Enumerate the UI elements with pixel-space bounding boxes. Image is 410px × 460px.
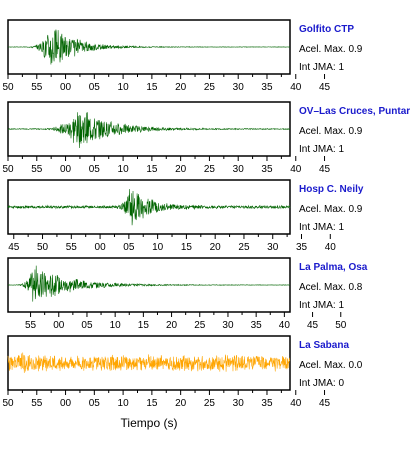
x-tick-label: 55 <box>31 82 43 93</box>
x-tick-label: 15 <box>146 398 158 409</box>
x-tick-label: 45 <box>319 164 331 175</box>
waveform-trace <box>7 352 291 373</box>
x-tick-label: 05 <box>89 398 101 409</box>
x-tick-label: 10 <box>118 82 130 93</box>
x-tick-label: 40 <box>279 320 291 331</box>
x-tick-label: 45 <box>319 398 331 409</box>
acceleration-max: Acel. Max. 0.9 <box>299 126 363 137</box>
acceleration-max: Acel. Max. 0.0 <box>299 360 363 371</box>
panel-4: 55 00 05 10 15 20 25 30 35 40 45 50 La Palma, Osa Ace… <box>7 257 368 331</box>
jma-intensity: Int JMA: 0 <box>299 378 344 389</box>
waveform-trace <box>7 29 291 65</box>
x-tick-label: 30 <box>233 164 245 175</box>
station-name: Hosp C. Neily <box>299 184 364 195</box>
x-tick-label: 55 <box>31 398 43 409</box>
jma-intensity: Int JMA: 1 <box>299 300 344 311</box>
x-tick-label: 25 <box>204 82 216 93</box>
x-tick-label: 40 <box>290 82 302 93</box>
jma-intensity: Int JMA: 1 <box>299 144 344 155</box>
x-tick-label: 20 <box>166 320 178 331</box>
x-tick-label: 50 <box>37 242 49 253</box>
x-axis-label: Tiempo (s) <box>121 416 178 430</box>
x-tick-label: 55 <box>25 320 37 331</box>
x-tick-label: 25 <box>204 164 216 175</box>
x-tick-label: 00 <box>95 242 107 253</box>
x-tick-label: 30 <box>233 82 245 93</box>
panel-2: 50 55 00 05 10 15 20 25 30 35 40 45 OV–Las Cruces, P… <box>2 101 410 175</box>
panel-5: 50 55 00 05 10 15 20 25 30 35 40 45 La Sabana Acel. M… <box>2 335 363 409</box>
x-tick-label: 30 <box>222 320 234 331</box>
waveform-trace <box>7 265 291 302</box>
x-tick-label: 10 <box>118 398 130 409</box>
x-tick-label: 55 <box>31 164 43 175</box>
panel-3: 45 50 55 00 05 10 15 20 25 30 35 40 Hosp C. Neily Ace… <box>7 179 364 253</box>
x-tick-label: 50 <box>2 82 14 93</box>
x-tick-label: 35 <box>251 320 263 331</box>
x-tick-label: 35 <box>261 164 273 175</box>
x-tick-label: 45 <box>8 242 20 253</box>
x-tick-label: 05 <box>123 242 135 253</box>
x-tick-label: 20 <box>175 164 187 175</box>
x-tick-label: 05 <box>89 82 101 93</box>
x-tick-label: 35 <box>296 242 308 253</box>
x-tick-label: 10 <box>152 242 164 253</box>
x-tick-label: 00 <box>60 398 72 409</box>
x-tick-label: 20 <box>175 398 187 409</box>
x-tick-label: 00 <box>60 164 72 175</box>
x-tick-label: 25 <box>194 320 206 331</box>
x-tick-label: 10 <box>110 320 122 331</box>
jma-intensity: Int JMA: 1 <box>299 62 344 73</box>
acceleration-max: Acel. Max. 0.9 <box>299 204 363 215</box>
waveform-trace <box>7 112 291 148</box>
x-tick-label: 40 <box>290 398 302 409</box>
x-tick-label: 10 <box>118 164 130 175</box>
x-tick-label: 05 <box>89 164 101 175</box>
x-tick-label: 15 <box>138 320 150 331</box>
x-tick-label: 05 <box>81 320 93 331</box>
x-tick-label: 00 <box>60 82 72 93</box>
x-tick-label: 15 <box>146 164 158 175</box>
x-tick-label: 45 <box>307 320 319 331</box>
x-tick-label: 45 <box>319 82 331 93</box>
x-tick-label: 20 <box>175 82 187 93</box>
waveform-trace <box>7 189 291 226</box>
panel-1: 50 55 00 05 10 15 20 25 30 35 40 45 Golfito CTP Acel.… <box>2 19 363 93</box>
x-tick-label: 50 <box>335 320 347 331</box>
x-tick-label: 50 <box>2 164 14 175</box>
x-tick-label: 55 <box>66 242 78 253</box>
x-tick-label: 35 <box>261 82 273 93</box>
x-tick-label: 15 <box>146 82 158 93</box>
x-tick-label: 40 <box>325 242 337 253</box>
station-name: La Sabana <box>299 340 349 351</box>
x-tick-label: 25 <box>238 242 250 253</box>
x-tick-label: 15 <box>181 242 193 253</box>
x-tick-label: 20 <box>210 242 222 253</box>
acceleration-max: Acel. Max. 0.8 <box>299 282 363 293</box>
station-name: La Palma, Osa <box>299 262 368 273</box>
acceleration-max: Acel. Max. 0.9 <box>299 44 363 55</box>
x-tick-label: 35 <box>261 398 273 409</box>
jma-intensity: Int JMA: 1 <box>299 222 344 233</box>
x-tick-label: 25 <box>204 398 216 409</box>
x-tick-label: 00 <box>53 320 65 331</box>
x-tick-label: 50 <box>2 398 14 409</box>
x-tick-label: 40 <box>290 164 302 175</box>
x-tick-label: 30 <box>267 242 279 253</box>
station-name: OV–Las Cruces, Puntar <box>299 106 410 117</box>
x-tick-label: 30 <box>233 398 245 409</box>
station-name: Golfito CTP <box>299 24 354 35</box>
